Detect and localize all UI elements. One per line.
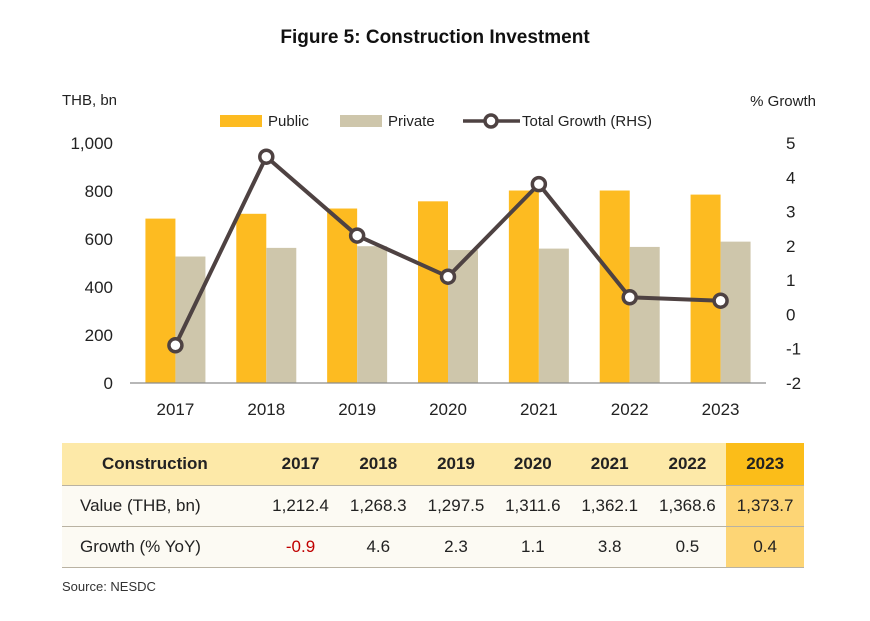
table-cell: 0.5: [648, 526, 727, 568]
chart-title: Figure 5: Construction Investment: [280, 27, 590, 48]
table-header-cell: 2019: [417, 443, 495, 486]
y-right-tick-label: 2: [786, 237, 795, 256]
x-tick-label: 2019: [338, 400, 376, 419]
table-cell: 1,362.1: [570, 485, 649, 527]
legend-swatch-growth-marker: [483, 113, 499, 129]
table-row-label: Growth (% YoY): [62, 526, 262, 568]
table-cell: 4.6: [339, 526, 418, 568]
growth-point: [258, 148, 275, 165]
table-cell: 1,311.6: [494, 485, 571, 527]
bar-public: [599, 190, 630, 383]
table-cell-negative: -0.9: [261, 526, 340, 568]
growth-point: [348, 227, 366, 244]
x-tick-label: 2022: [611, 400, 649, 419]
combo-chart: THB, bn % Growth Public Private Total Gr…: [62, 92, 816, 419]
table-cell: 1,297.5: [417, 485, 495, 527]
bar-private: [266, 247, 297, 383]
growth-point: [530, 175, 548, 193]
table-header-cell-highlight: 2023: [726, 443, 804, 486]
data-table: Construction 2017 2018 2019 2020 2021 20…: [62, 443, 804, 568]
bar-public: [145, 218, 176, 383]
y-left-tick-label: 1,000: [70, 134, 113, 153]
table-header-cell: Construction: [62, 443, 262, 486]
bar-public: [236, 213, 267, 383]
table-header-cell: 2020: [494, 443, 571, 486]
y-left-tick-label: 800: [85, 182, 113, 201]
table-cell: 1,212.4: [261, 485, 340, 527]
table-header-cell: 2021: [570, 443, 649, 486]
legend-label-private: Private: [388, 113, 435, 130]
bar-private: [357, 246, 388, 383]
table-cell: 1,268.3: [339, 485, 418, 527]
table-cell: 1.1: [494, 526, 571, 568]
table-header-row: Construction 2017 2018 2019 2020 2021 20…: [62, 443, 804, 486]
table-header-cell: 2017: [261, 443, 340, 486]
x-tick-label: 2020: [429, 400, 467, 419]
x-tick-label: 2017: [157, 400, 195, 419]
growth-point: [712, 292, 729, 309]
x-tick-label: 2023: [702, 400, 740, 419]
growth-point: [167, 337, 184, 354]
right-axis-label: % Growth: [750, 93, 816, 110]
table-cell-highlight: 0.4: [726, 526, 804, 568]
bar-private: [629, 246, 660, 383]
y-right-tick-label: 4: [786, 168, 795, 187]
plot-area: 0 200 400 600 800 1,000 -2 -1 0 1 2 3 4 5 2017 2018 2019…: [70, 134, 801, 419]
y-left-tick-label: 400: [85, 278, 113, 297]
y-left-tick-label: 600: [85, 230, 113, 249]
x-tick-label: 2021: [520, 400, 558, 419]
legend-swatch-private: [340, 115, 382, 127]
y-right-tick-label: 5: [786, 134, 795, 153]
y-right-tick-label: -2: [786, 374, 801, 393]
bar-private: [720, 241, 751, 383]
growth-point: [439, 268, 457, 285]
source-note: Source: NESDC: [62, 579, 156, 594]
bar-private: [538, 248, 569, 383]
table-cell: 1,368.6: [648, 485, 727, 527]
table-cell-highlight: 1,373.7: [726, 485, 804, 527]
y-right-tick-label: 3: [786, 203, 795, 222]
y-right-tick-label: 1: [786, 271, 795, 290]
bar-public: [690, 194, 721, 383]
y-right-tick-label: 0: [786, 305, 795, 324]
bar-public: [418, 201, 448, 383]
y-right-tick-label: -1: [786, 340, 801, 359]
y-left-tick-label: 200: [85, 326, 113, 345]
legend: Public Private Total Growth (RHS): [220, 113, 652, 130]
table-row: Growth (% YoY) -0.9 4.6 2.3 1.1 3.8 0.5 …: [62, 526, 804, 568]
table-header-cell: 2022: [648, 443, 727, 486]
legend-swatch-public: [220, 115, 262, 127]
left-axis-label: THB, bn: [62, 92, 117, 109]
table-cell: 2.3: [417, 526, 495, 568]
y-left-tick-label: 0: [104, 374, 113, 393]
x-tick-label: 2018: [247, 400, 285, 419]
table-cell: 3.8: [570, 526, 649, 568]
table-row-label: Value (THB, bn): [62, 485, 262, 527]
growth-point: [621, 289, 638, 306]
legend-label-growth: Total Growth (RHS): [522, 113, 652, 130]
bar-public: [508, 190, 539, 383]
legend-label-public: Public: [268, 113, 309, 130]
table-row: Value (THB, bn) 1,212.4 1,268.3 1,297.5 …: [62, 485, 804, 527]
table-header-cell: 2018: [339, 443, 418, 486]
bar-private: [175, 256, 206, 383]
